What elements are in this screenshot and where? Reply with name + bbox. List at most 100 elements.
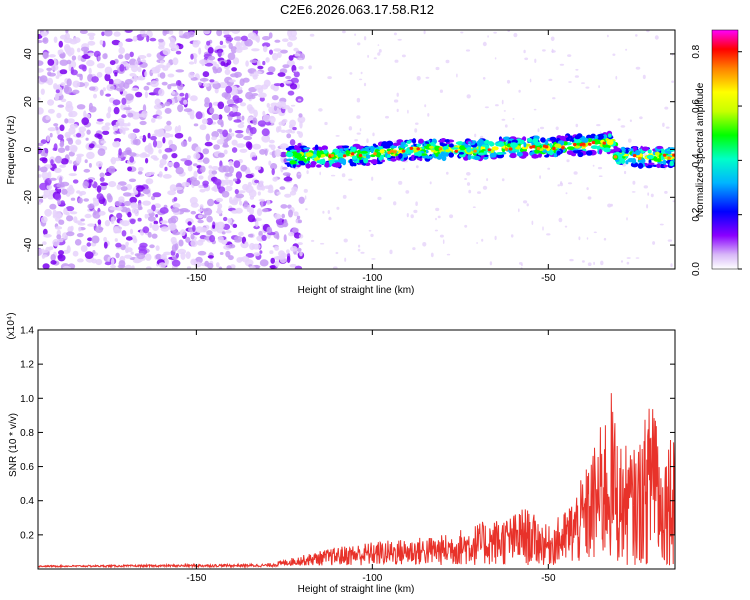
heatmap-cell — [199, 204, 204, 210]
heatmap-cell — [107, 194, 113, 203]
heatmap-cell — [310, 239, 315, 242]
heatmap-cell — [371, 258, 376, 260]
heatmap-cell — [422, 242, 427, 247]
heatmap-cell — [116, 184, 122, 190]
heatmap-cell — [65, 206, 75, 212]
heatmap-cell — [460, 31, 464, 34]
heatmap-cell — [642, 74, 646, 80]
heatmap-cell — [100, 140, 107, 144]
heatmap-cell — [269, 265, 276, 269]
heatmap-cell — [667, 239, 673, 242]
heatmap-cell — [155, 129, 165, 138]
heatmap-cell — [416, 143, 422, 147]
heatmap-cell — [664, 190, 668, 194]
heatmap-cell — [510, 142, 518, 149]
heatmap-cell — [290, 30, 297, 37]
heatmap-cell — [393, 201, 397, 206]
heatmap-cell — [665, 126, 670, 129]
heatmap-cell — [93, 50, 101, 58]
heatmap-cell — [277, 125, 282, 132]
heatmap-cell — [560, 181, 563, 185]
heatmap-cell — [145, 178, 154, 185]
heatmap-cell — [637, 156, 642, 160]
heatmap-cell — [265, 57, 270, 63]
colorbar-tick-label: 0.0 — [691, 262, 702, 276]
heatmap-cell — [489, 261, 493, 266]
heatmap-cell — [152, 192, 162, 198]
heatmap-cell — [223, 141, 228, 148]
heatmap-cell — [273, 48, 282, 52]
heatmap-cell — [216, 221, 225, 229]
heatmap-cell — [289, 160, 297, 165]
heatmap-cell — [377, 196, 382, 200]
heatmap-cell — [220, 61, 226, 67]
heatmap-cell — [68, 126, 76, 135]
heatmap-cell — [466, 182, 471, 186]
heatmap-cell — [602, 141, 607, 145]
heatmap-cell — [494, 57, 497, 60]
heatmap-cell — [56, 234, 62, 240]
heatmap-cell — [269, 250, 274, 255]
heatmap-cell — [370, 233, 374, 238]
heatmap-cell — [233, 36, 243, 41]
heatmap-cell — [603, 147, 611, 153]
heatmap-cell — [244, 241, 248, 245]
heatmap-cell — [289, 263, 297, 268]
heatmap-cell — [423, 30, 426, 35]
heatmap-cell — [168, 30, 174, 35]
y-tick-label: 1.4 — [20, 326, 34, 337]
heatmap-cell — [132, 35, 138, 42]
heatmap-cell — [171, 207, 180, 213]
heatmap-cell — [521, 146, 529, 150]
heatmap-cell — [186, 155, 191, 160]
heatmap-cell — [342, 159, 347, 166]
heatmap-cell — [262, 114, 271, 123]
x-tick-label: -150 — [186, 273, 206, 284]
heatmap-cell — [125, 264, 132, 269]
heatmap-cell — [416, 147, 421, 151]
heatmap-cell — [101, 31, 105, 37]
heatmap-cell — [396, 150, 404, 155]
heatmap-cell — [113, 31, 121, 37]
heatmap-cell — [402, 168, 405, 170]
heatmap-cell — [566, 146, 575, 151]
heatmap-cell — [656, 163, 661, 169]
heatmap-cell — [125, 247, 133, 253]
heatmap-cell — [289, 83, 298, 90]
heatmap-cell — [59, 141, 65, 148]
heatmap-cell — [162, 136, 166, 144]
heatmap-cell — [198, 175, 204, 180]
heatmap-cell — [42, 228, 48, 236]
heatmap-cell — [304, 195, 307, 200]
heatmap-cell — [298, 57, 303, 61]
heatmap-cell — [276, 233, 280, 240]
heatmap-cell — [177, 104, 184, 113]
heatmap-cell — [118, 54, 124, 60]
heatmap-cell — [188, 136, 192, 142]
heatmap-cell — [429, 142, 436, 146]
heatmap-cell — [89, 35, 95, 41]
heatmap-cell — [171, 91, 176, 95]
heatmap-cell — [268, 32, 273, 39]
heatmap-cell — [524, 57, 529, 61]
heatmap-cell — [293, 71, 300, 78]
heatmap-cell — [122, 127, 130, 131]
heatmap-cell — [192, 225, 196, 232]
heatmap-cell — [635, 257, 640, 259]
heatmap-cell — [83, 198, 89, 202]
heatmap-cell — [446, 171, 449, 175]
heatmap-cell — [176, 95, 182, 102]
heatmap-cell — [259, 149, 266, 155]
heatmap-cell — [259, 250, 263, 254]
heatmap-cell — [84, 213, 92, 219]
heatmap-cell — [147, 132, 151, 139]
heatmap-cell — [60, 200, 65, 206]
heatmap-cell — [84, 159, 88, 164]
heatmap-cell — [224, 172, 233, 177]
heatmap-cell — [118, 260, 126, 267]
spectrogram-y-label: Frequency (Hz) — [6, 116, 17, 185]
heatmap-cell — [564, 225, 568, 228]
heatmap-cell — [186, 266, 192, 269]
heatmap-cell — [153, 104, 163, 110]
heatmap-cell — [598, 85, 600, 89]
